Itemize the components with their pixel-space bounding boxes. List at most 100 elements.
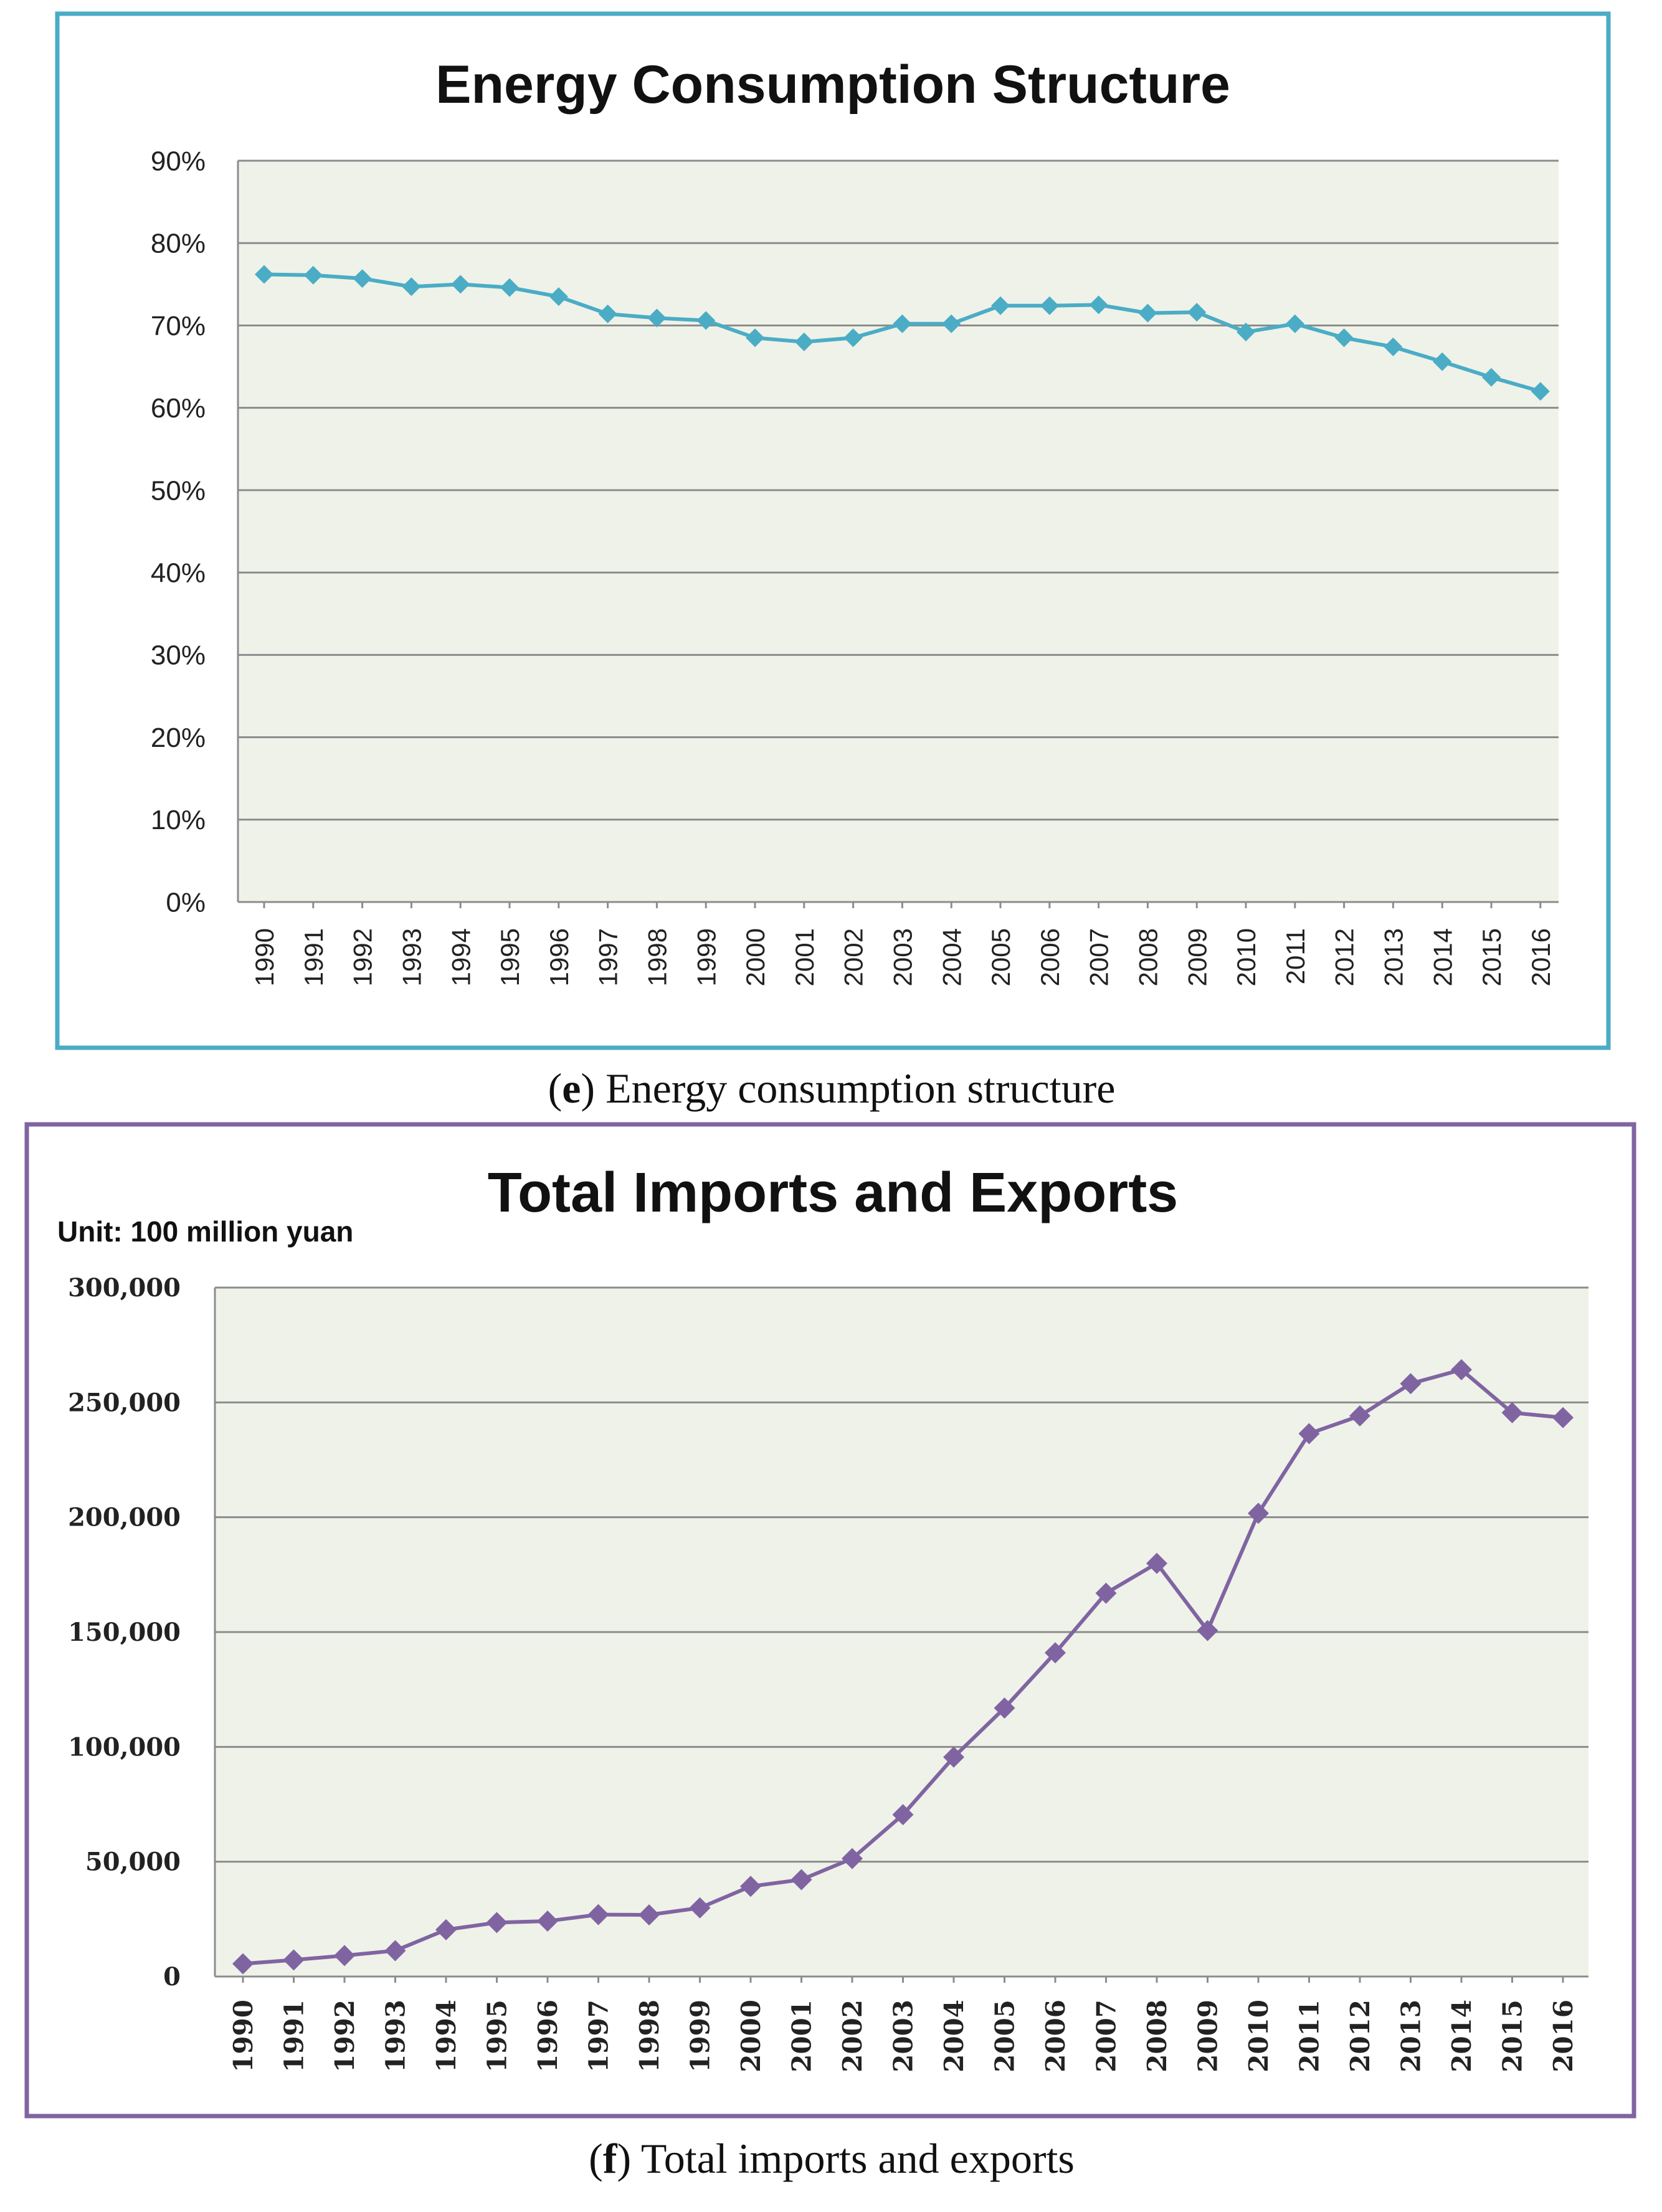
data-point [500,278,519,297]
data-point [740,1876,761,1897]
y-tick-label: 50% [151,475,206,506]
x-tick-label: 2013 [1396,2000,1427,2072]
y-tick-label: 60% [151,393,206,424]
data-point [1248,1502,1269,1524]
data-point [689,1897,711,1919]
data-point [232,1953,254,1975]
data-point [334,1945,355,1967]
data-point [1384,337,1403,356]
y-tick-label: 50,000 [85,1848,181,1877]
x-tick-label: 2012 [1330,928,1359,986]
y-tick-label: 90% [151,146,206,176]
data-point [1089,295,1108,315]
data-point [794,332,814,351]
x-tick-label: 2011 [1281,928,1310,984]
data-point [1334,328,1354,348]
x-tick-label: 2008 [1134,928,1163,986]
data-point [1451,1359,1472,1380]
x-tick-label: 1990 [228,2000,259,2072]
y-tick-label: 20% [151,723,206,753]
data-point [991,296,1010,315]
x-axis-ticks: 1990 1991 1992 1993 1994 1995 1996 1997 1998 1999… [228,1977,1579,2072]
data-point [1433,352,1452,371]
x-tick-label: 2010 [1243,2000,1274,2072]
x-tick-label: 2001 [790,928,819,986]
x-tick-label: 2006 [1040,2000,1071,2072]
data-point [1285,314,1304,333]
x-tick-label: 2007 [1085,928,1114,986]
y-tick-label: 40% [151,558,206,589]
x-tick-label: 2007 [1091,2000,1122,2072]
data-point [696,311,716,330]
x-tick-label: 1993 [381,2000,411,2072]
x-tick-label: 2015 [1477,928,1506,986]
x-tick-label: 1994 [446,928,475,986]
data-point [1187,303,1207,322]
caption-e: (e) Energy consumption structure [548,1065,1116,1112]
x-tick-label: 2010 [1232,928,1261,986]
y-tick-label: 30% [151,640,206,671]
data-point [942,314,961,333]
x-tick-label: 2006 [1035,928,1065,986]
data-point [1146,1552,1167,1574]
y-tick-label: 80% [151,229,206,259]
data-point [1298,1423,1320,1445]
energy-consumption-chart: Energy Consumption Structure 0% 10% 20% 30%… [55,11,1611,1050]
x-tick-label: 1996 [533,2000,563,2072]
caption-text: Total imports and exports [631,2135,1075,2182]
x-tick-label: 1993 [397,928,427,986]
gridlines [237,159,1559,903]
data-point [486,1912,508,1934]
x-tick-label: 1998 [634,2000,665,2072]
y-tick-label: 300,000 [68,1273,181,1303]
data-point [451,275,470,294]
x-tick-label: 2003 [888,2000,919,2072]
x-tick-label: 1998 [643,928,672,986]
data-point [598,304,617,323]
data-point [283,1949,305,1971]
x-tick-label: 1999 [685,2000,716,2072]
x-tick-label: 1994 [431,2000,462,2072]
data-point [435,1919,457,1940]
x-tick-label: 1995 [495,928,525,986]
data-point [1482,368,1501,387]
data-series [255,265,1550,401]
x-tick-label: 1995 [482,2000,513,2072]
data-point [537,1911,558,1932]
x-tick-label: 1991 [299,928,328,986]
x-tick-label: 1996 [544,928,574,986]
x-tick-label: 1997 [584,2000,614,2072]
data-series [232,1359,1574,1975]
data-point [549,287,568,306]
data-point [647,308,667,328]
caption-f: (f) Total imports and exports [589,2135,1075,2182]
y-tick-label: 100,000 [68,1732,181,1762]
data-point [402,277,421,297]
x-tick-label: 2002 [837,2000,868,2072]
x-tick-label: 2009 [1193,2000,1223,2072]
y-axis-ticks: 0 50,000 100,000 150,000 200,000 250,000 300,0… [68,1273,181,1991]
y-tick-label: 0% [166,887,206,918]
x-tick-label: 2014 [1428,928,1457,986]
x-tick-label: 1991 [279,2000,310,2072]
y-tick-label: 250,000 [68,1388,181,1417]
x-tick-label: 2011 [1294,2000,1325,2072]
data-point [1197,1620,1218,1641]
x-tick-label: 2016 [1548,2000,1579,2072]
x-tick-label: 2002 [839,928,868,986]
x-tick-label: 1992 [330,2000,360,2072]
y-tick-label: 10% [151,805,206,835]
x-tick-label: 2005 [986,928,1015,986]
x-tick-label: 2013 [1379,928,1408,986]
x-tick-label: 2008 [1142,2000,1172,2072]
chart-title: Energy Consumption Structure [435,55,1230,115]
data-point [353,269,372,288]
x-tick-label: 2009 [1182,928,1212,986]
y-tick-label: 200,000 [68,1503,181,1532]
data-point [893,314,912,333]
data-point [1237,323,1255,342]
caption-letter: f [603,2135,618,2182]
data-point [1501,1402,1523,1423]
data-point [994,1697,1015,1719]
imports-exports-chart: Total Imports and Exports Unit: 100 mill… [24,1122,1636,2119]
